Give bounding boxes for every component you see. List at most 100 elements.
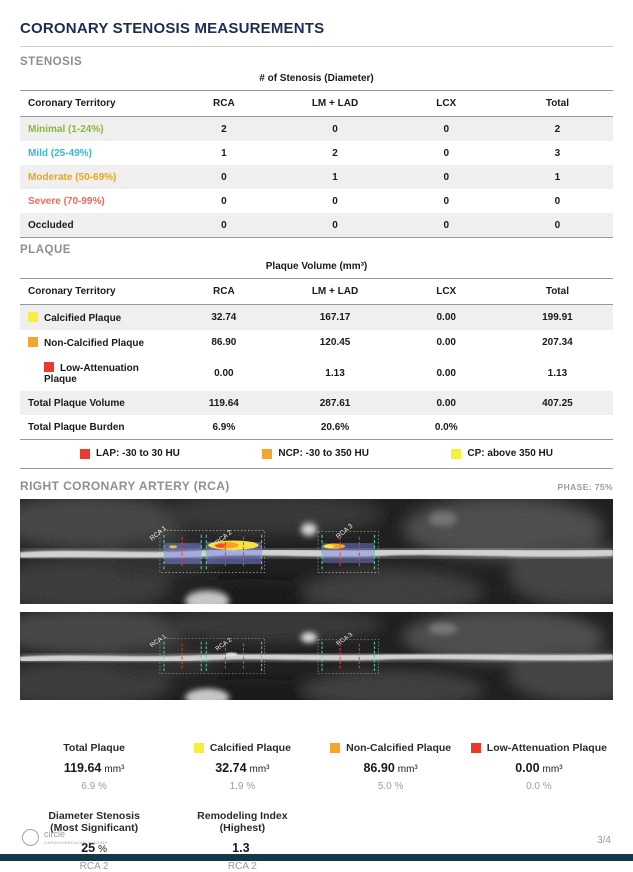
card-sub: RCA 2: [227, 861, 257, 872]
ct-background-instance: [20, 612, 613, 700]
value-cell: 0: [390, 213, 502, 238]
ct-background-instance: [20, 499, 613, 604]
rca-section-heading: RIGHT CORONARY ARTERY (RCA): [20, 479, 230, 493]
plaque-row-noncalcified: Non-Calcified Plaque 86.90 120.45 0.00 2…: [20, 330, 613, 355]
value-cell: 0: [332, 195, 338, 207]
plaque-label: Low-Attenuation Plaque: [44, 362, 139, 385]
territory-label: Minimal (1-24%): [28, 123, 104, 135]
value-cell: 207.34: [542, 337, 573, 348]
circle-cvi-logo: circle CARDIOVASCULAR IMAGING: [22, 829, 108, 846]
plaque-row-total-burden: Total Plaque Burden 6.9% 20.6% 0.0%: [20, 415, 613, 440]
plaque-table: Coronary Territory RCA LM + LAD LCX Tota…: [20, 278, 613, 440]
footer-row: circle CARDIOVASCULAR IMAGING 3/4: [0, 829, 633, 854]
footer: circle CARDIOVASCULAR IMAGING 3/4: [0, 829, 633, 861]
stenosis-header-row: Coronary Territory RCA LM + LAD LCX Tota…: [20, 90, 613, 117]
card-sub: RCA 2: [79, 861, 109, 872]
value-cell: 0: [554, 195, 561, 207]
value-cell: 86.90: [211, 337, 237, 348]
legend-lap-label: LAP: -30 to 30 HU: [96, 448, 180, 459]
value-cell: 0.00: [436, 337, 456, 348]
lap-swatch: [80, 448, 90, 459]
card-sub: 0.0 %: [526, 781, 552, 792]
plaque-header-row: Coronary Territory RCA LM + LAD LCX Tota…: [20, 278, 613, 305]
card-lowattenuation-plaque: Low-Attenuation Plaque 0.00 mm³ 0.0 %: [465, 742, 613, 792]
card-title: Total Plaque: [63, 742, 125, 754]
territory-label: Occluded: [20, 213, 169, 238]
value-cell: 0.00: [214, 367, 234, 379]
calcified-overlay-2: [324, 544, 335, 549]
legend-cp-label: CP: above 350 HU: [467, 448, 553, 459]
card-title: Calcified Plaque: [209, 742, 291, 754]
card-value-line: 0.00 mm³: [465, 759, 613, 777]
value-cell: 0: [443, 147, 449, 159]
plaque-label-cell: Non-Calcified Plaque: [20, 330, 168, 355]
value-cell: 32.74: [211, 312, 237, 323]
value-cell: 167.17: [319, 312, 351, 323]
value-cell: 0: [443, 123, 449, 135]
card-title: Non-Calcified Plaque: [346, 742, 452, 754]
stenosis-table: Coronary Territory RCA LM + LAD LCX Tota…: [20, 90, 613, 238]
value-cell: [501, 415, 613, 440]
value-cell: 0.0%: [390, 415, 502, 440]
value-cell: 0: [443, 195, 449, 207]
value-cell: 0: [168, 213, 280, 238]
card-title: Remodeling Index: [197, 810, 288, 822]
card-value: 25: [81, 841, 96, 855]
card-unit: mm³: [249, 764, 270, 775]
value-cell: 0: [501, 213, 613, 238]
legend-cp: CP: above 350 HU: [451, 448, 553, 459]
stenosis-row-mild: Mild (25-49%) 1 2 0 3: [20, 141, 613, 165]
card-value-line: 1.3: [168, 839, 316, 857]
value-cell: 3: [554, 147, 561, 159]
plaque-legend: LAP: -30 to 30 HU NCP: -30 to 350 HU CP:…: [20, 440, 613, 469]
territory-label: Moderate (50-69%): [28, 171, 117, 183]
noncalcified-card-swatch: [330, 743, 341, 753]
calcified-overlay-small: [169, 545, 178, 549]
column-header-lmlad: LM + LAD: [279, 278, 391, 305]
lowattenuation-swatch: [44, 361, 54, 372]
value-cell: 0.00: [436, 367, 456, 379]
stenosis-row-severe: Severe (70-99%) 0 0 0 0: [20, 189, 613, 213]
value-cell: 119.64: [208, 397, 239, 409]
value-cell: 6.9%: [168, 415, 280, 440]
card-value: 0.00: [515, 761, 540, 775]
value-cell: 1: [221, 147, 227, 159]
value-cell: 0: [221, 195, 227, 207]
summary-grid: Total Plaque 119.64 mm³ 6.9 % Calcified P…: [20, 742, 613, 872]
plaque-row-calcified: Calcified Plaque 32.74 167.17 0.00 199.9…: [20, 304, 613, 330]
card-value: 32.74: [215, 761, 247, 775]
card-value-line: 25%: [20, 839, 168, 857]
value-cell: 199.91: [542, 312, 573, 323]
card-total-plaque: Total Plaque 119.64 mm³ 6.9 %: [20, 742, 168, 792]
legend-lap: LAP: -30 to 30 HU: [80, 448, 180, 459]
stenosis-row-minimal: Minimal (1-24%) 2 0 0 2: [20, 116, 613, 141]
value-cell: 1: [332, 171, 338, 183]
value-cell: 0: [443, 171, 449, 183]
card-value: 1.3: [232, 841, 250, 855]
legend-ncp-label: NCP: -30 to 350 HU: [278, 448, 369, 459]
lowattenuation-card-swatch: [470, 743, 481, 753]
card-unit: mm³: [104, 764, 125, 775]
card-unit: %: [98, 844, 108, 855]
column-header-territory: Coronary Territory: [20, 90, 169, 117]
column-header-rca: RCA: [168, 278, 280, 305]
column-header-lmlad: LM + LAD: [279, 90, 391, 117]
territory-label: Mild (25-49%): [28, 147, 92, 159]
value-cell: 2: [332, 147, 338, 159]
plaque-section-heading: PLAQUE: [20, 244, 71, 256]
plaque-label-cell: Total Plaque Burden: [20, 415, 169, 440]
plaque-label-cell: Low-Attenuation Plaque: [20, 355, 168, 391]
rca-cpr-image-with-plaque-overlay: [20, 499, 613, 604]
column-header-lcx: LCX: [390, 278, 502, 305]
value-cell: 0: [279, 213, 391, 238]
card-title: Diameter Stenosis: [48, 810, 140, 822]
value-cell: 1.13: [325, 367, 345, 379]
card-noncalcified-plaque: Non-Calcified Plaque 86.90 mm³ 5.0 %: [317, 742, 465, 792]
noncalcified-swatch: [28, 336, 38, 347]
card-sub: 5.0 %: [377, 781, 404, 792]
value-cell: 2: [554, 123, 561, 135]
value-cell: 287.61: [319, 397, 351, 409]
value-cell: 0.00: [436, 397, 456, 409]
value-cell: 1.13: [547, 367, 568, 379]
value-cell: 407.25: [542, 397, 573, 409]
